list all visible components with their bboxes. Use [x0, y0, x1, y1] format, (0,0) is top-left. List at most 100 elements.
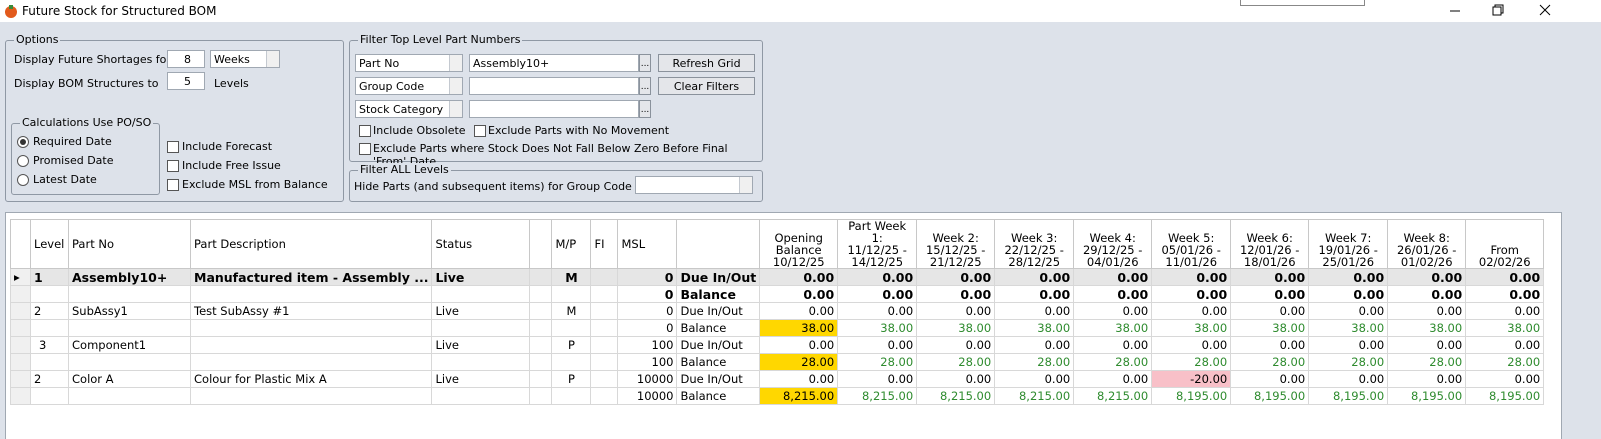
refresh-button[interactable]: Refresh Grid [658, 54, 755, 72]
field-dropdown[interactable]: Part No [355, 54, 463, 72]
grid-row[interactable]: 3 Component1 Live P 100 Due In/Out 0.00 0.00 0.0… [10, 336, 1545, 354]
grid-row[interactable]: 2 Color A Colour for Plastic Mix A Live P 100… [10, 370, 1545, 388]
grid-cell: 28.00 [1308, 353, 1389, 371]
column-header [529, 219, 553, 269]
grid-cell: 0.00 [916, 370, 996, 388]
category-filter-input[interactable] [469, 100, 639, 118]
column-header[interactable]: FI [590, 219, 619, 269]
grid-cell: Balance [676, 387, 761, 405]
column-header[interactable]: From 02/02/26 [1465, 219, 1545, 269]
grid-row[interactable]: ▸ 1 Assembly10+ Manufactured item - Assembl… [10, 268, 1545, 286]
grid-cell: 38.00 [916, 319, 996, 337]
grid-cell: 0.00 [994, 336, 1075, 354]
grid-cell: M [551, 302, 592, 320]
window-controls[interactable] [1440, 0, 1600, 22]
ellipsis-button[interactable]: ... [639, 100, 651, 118]
column-header[interactable]: Week 4: 29/12/25 - 04/01/26 [1073, 219, 1153, 269]
grid-row[interactable]: 0 Balance 38.00 38.00 38.00 38.00 38.00 38.00 38… [10, 319, 1545, 337]
part-filter-input[interactable]: Assembly10+ [469, 54, 639, 72]
column-header [676, 219, 761, 269]
grid-cell: 0.00 [1308, 285, 1389, 303]
radio[interactable] [17, 136, 29, 148]
column-header[interactable]: MSL [617, 219, 678, 269]
grid-cell: 0 [617, 285, 678, 303]
radio[interactable] [17, 174, 29, 186]
column-header[interactable]: Week 2: 15/12/25 - 21/12/25 [916, 219, 996, 269]
checkbox[interactable] [167, 141, 179, 153]
checkbox[interactable] [474, 125, 486, 137]
grid-cell: 0.00 [1387, 336, 1467, 354]
grid-cell [529, 370, 553, 388]
column-header[interactable]: Week 8: 26/01/26 - 01/02/26 [1387, 219, 1467, 269]
grid-cell [30, 319, 69, 337]
row-header [10, 302, 31, 320]
field-dropdown[interactable]: Group Code [355, 77, 463, 95]
column-header[interactable]: Opening Balance 10/12/25 [759, 219, 839, 269]
grid-cell: 0.00 [1465, 336, 1545, 354]
clear-button[interactable]: Clear Filters [658, 77, 755, 95]
grid-cell: 0 [617, 319, 678, 337]
unit-dropdown[interactable]: Weeks [210, 50, 280, 68]
column-header[interactable]: Status [431, 219, 531, 269]
column-header[interactable]: Week 3: 22/12/25 - 28/12/25 [994, 219, 1075, 269]
grid-cell: 0.00 [994, 302, 1075, 320]
grid-cell [529, 353, 553, 371]
row-header [10, 353, 31, 371]
checkbox[interactable] [359, 143, 371, 155]
grid-cell: 0.00 [1073, 336, 1153, 354]
grid-cell [529, 387, 553, 405]
grid-row[interactable]: 100 Balance 28.00 28.00 28.00 28.00 28.00 28.00… [10, 353, 1545, 371]
grid-cell [189, 353, 433, 371]
grid-cell: 8,215.00 [1073, 387, 1153, 405]
column-header[interactable]: Level [30, 219, 69, 269]
grid-cell: 8,195.00 [1308, 387, 1389, 405]
group-legend: Filter ALL Levels [358, 163, 451, 176]
grid-cell: M [551, 268, 592, 286]
grid-cell: 38.00 [1230, 319, 1310, 337]
grid-cell: 38.00 [837, 319, 918, 337]
grid-cell: 0.00 [1308, 336, 1389, 354]
weeks-input[interactable]: 8 [167, 50, 205, 68]
grid-cell [68, 319, 191, 337]
column-header[interactable]: Part No [68, 219, 191, 269]
ellipsis-button[interactable]: ... [639, 77, 651, 95]
column-header[interactable]: Week 6: 12/01/26 - 18/01/26 [1230, 219, 1310, 269]
grid-row[interactable]: 2 SubAssy1 Test SubAssy #1 Live M 0 Due In/Out… [10, 302, 1545, 320]
column-header[interactable]: Part Week 1: 11/12/25 - 14/12/25 [837, 219, 918, 269]
grid-cell: 0.00 [837, 302, 918, 320]
radio-label: Latest Date [33, 173, 97, 186]
levels-spinner[interactable]: 5 [167, 72, 205, 90]
grid-cell: Balance [676, 285, 761, 303]
grid-panel: Level Part No Part Description Status M/P FI M… [5, 212, 1562, 439]
column-header[interactable]: Week 7: 19/01/26 - 25/01/26 [1308, 219, 1389, 269]
grid-cell: 28.00 [1230, 353, 1310, 371]
column-header[interactable]: Part Description [189, 219, 433, 269]
checkbox[interactable] [359, 125, 371, 137]
grid-cell: 0.00 [1308, 370, 1389, 388]
checkbox[interactable] [167, 179, 179, 191]
grid-cell: 1 [30, 268, 69, 286]
grid-row[interactable]: 0 Balance 0.00 0.00 0.00 0.00 0.00 0.00 0.00 0.00… [10, 285, 1545, 303]
column-header[interactable]: M/P [551, 219, 592, 269]
grid-cell [590, 319, 619, 337]
group-family-dropdown[interactable] [635, 176, 753, 194]
grid-cell: 0.00 [1308, 268, 1389, 286]
column-header[interactable]: Week 5: 05/01/26 - 11/01/26 [1151, 219, 1232, 269]
field-dropdown[interactable]: Stock Category [355, 100, 463, 118]
grid-cell: Due In/Out [676, 336, 761, 354]
grid-cell [551, 353, 592, 371]
grid-cell: Colour for Plastic Mix A [189, 370, 433, 388]
grid-row[interactable]: 10000 Balance 8,215.00 8,215.00 8,215.00 8,21… [10, 387, 1545, 405]
radio[interactable] [17, 155, 29, 167]
grid-cell: Live [431, 268, 531, 286]
group-filter-input[interactable] [469, 77, 639, 95]
grid-cell: 0.00 [1465, 370, 1545, 388]
grid-cell [551, 319, 592, 337]
checkbox[interactable] [167, 160, 179, 172]
grid-cell: Live [431, 370, 531, 388]
ellipsis-button[interactable]: ... [639, 54, 651, 72]
grid-cell: 0.00 [916, 285, 996, 303]
label: Levels [214, 77, 249, 90]
grid-cell: Assembly10+ [68, 268, 191, 286]
grid-cell [529, 268, 553, 286]
